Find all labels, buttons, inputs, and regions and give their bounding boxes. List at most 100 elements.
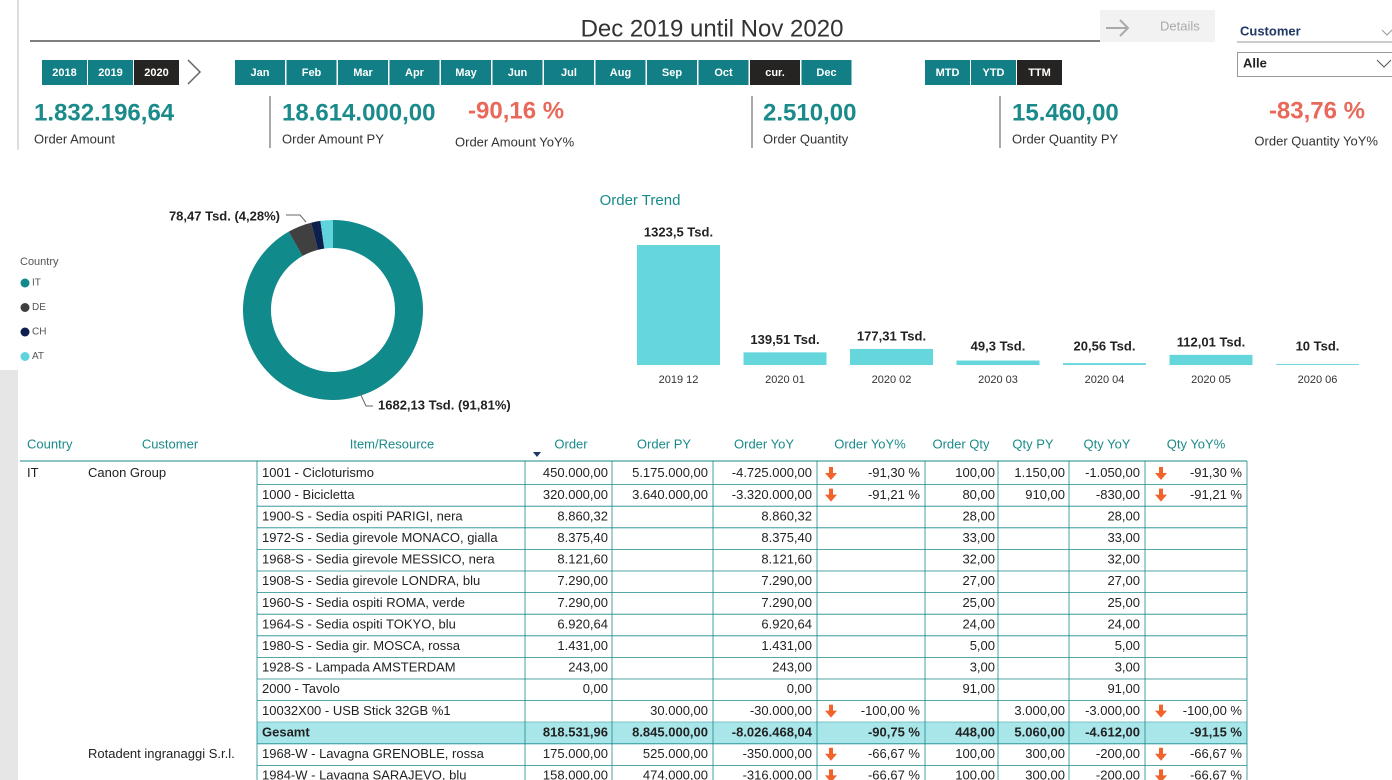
table-cell: -4.612,00 (1085, 724, 1140, 739)
table-cell: 32,00 (962, 552, 995, 567)
slicer-button[interactable] (971, 60, 1016, 85)
slicer-label: Mar (353, 67, 373, 79)
year-next[interactable] (187, 59, 202, 85)
table-cell: 24,00 (1107, 616, 1140, 631)
slicer-label: TTM (1028, 67, 1051, 79)
table-cell: 0,00 (583, 681, 608, 696)
column-header: Qty YoY% (1167, 436, 1226, 451)
table-cell: -66,67 % (1190, 768, 1242, 780)
table-cell: 10032X00 - USB Stick 32GB %1 (262, 703, 451, 718)
slicer-button[interactable] (42, 60, 87, 85)
table-cell: 300,00 (1025, 768, 1065, 780)
table-cell: 30.000,00 (650, 703, 708, 718)
slicer-button[interactable] (1017, 60, 1062, 85)
leader-line (359, 392, 373, 407)
table-cell: 1000 - Bicicletta (262, 487, 355, 502)
kpi-label: Order Amount PY (282, 131, 384, 146)
table-cell: 28,00 (1107, 508, 1140, 523)
column-header: Qty PY (1012, 436, 1054, 451)
bar (956, 360, 1040, 365)
kpi-value: 1.832.196,64 (34, 99, 175, 126)
slicer-button[interactable] (925, 60, 970, 85)
table-cell: 7.290,00 (761, 595, 812, 610)
arrow-icon (1106, 19, 1130, 37)
slicer-button[interactable] (595, 60, 646, 85)
x-tick-label: 2020 04 (1085, 374, 1125, 386)
bar (850, 348, 933, 365)
slicer-button[interactable] (750, 60, 800, 85)
table-cell: -66,67 % (1190, 746, 1242, 761)
legend-title: Country (20, 256, 59, 268)
table-cell: 1001 - Cicloturismo (262, 465, 374, 480)
table-cell: 5,00 (970, 638, 995, 653)
table-cell: 100,00 (955, 465, 995, 480)
slicer-button[interactable] (235, 60, 285, 85)
kpi-label: Order Amount (34, 131, 115, 146)
bar (743, 352, 827, 365)
table-cell: 8.860,32 (557, 508, 608, 523)
chart-title: Order Trend (600, 192, 681, 209)
x-tick-label: 2020 06 (1298, 374, 1338, 386)
filter-dropdown[interactable] (1237, 52, 1392, 77)
down-arrow-icon (1155, 769, 1167, 780)
sort-indicator (533, 452, 541, 457)
table-cell: 320.000,00 (543, 487, 608, 502)
slicer-button[interactable] (338, 60, 388, 85)
legend-label: DE (32, 302, 46, 313)
slicer-button[interactable] (647, 60, 697, 85)
column-header: Qty YoY (1084, 436, 1131, 451)
table-cell: 450.000,00 (543, 465, 608, 480)
table-cell: 8.845.000,00 (632, 724, 708, 739)
table-cell: 3.640.000,00 (632, 487, 708, 502)
table-cell: 158.000,00 (543, 768, 608, 780)
table-cell: 243,00 (772, 660, 812, 675)
table-cell: 3,00 (970, 660, 995, 675)
table-cell: 1.431,00 (557, 638, 608, 653)
table-cell: 1984-W - Lavagna SARAJEVO, blu (262, 768, 467, 780)
slicer-button[interactable] (389, 60, 440, 85)
details-button[interactable] (1100, 10, 1215, 42)
table-cell: 27,00 (1107, 573, 1140, 588)
table-cell: 32,00 (1107, 552, 1140, 567)
slicer-button[interactable] (544, 60, 594, 85)
kpi-label: Order Amount YoY% (455, 134, 575, 149)
table-cell: 818.531,96 (543, 724, 608, 739)
kpi-value: 2.510,00 (763, 99, 856, 126)
slicer-label: 2018 (52, 67, 76, 79)
total-row-bg (257, 722, 1247, 744)
slicer-button[interactable] (801, 60, 852, 85)
table-cell: -91,30 % (1190, 465, 1242, 480)
slicer-button[interactable] (492, 60, 543, 85)
x-tick-label: 2019 12 (659, 374, 699, 386)
table-cell: 5,00 (1115, 638, 1140, 653)
table-cell: 91,00 (962, 681, 995, 696)
column-header: Order YoY% (834, 436, 906, 451)
data-label: 78,47 Tsd. (4,28%) (169, 208, 280, 223)
kpi-label: Order Quantity (763, 131, 849, 146)
slicer-label: YTD (983, 67, 1005, 79)
slicer-label: cur. (765, 67, 785, 79)
slicer-button[interactable] (698, 60, 749, 85)
table-cell: 1960-S - Sedia ospiti ROMA, verde (262, 595, 465, 610)
donut-slice (243, 220, 424, 401)
slicer-button[interactable] (88, 60, 133, 85)
slicer-button[interactable] (441, 60, 491, 85)
slicer-label: 2019 (98, 67, 122, 79)
table-cell: -100,00 % (861, 703, 921, 718)
table-cell: 2000 - Tavolo (262, 681, 340, 696)
table-cell: 0,00 (787, 681, 812, 696)
data-label: 139,51 Tsd. (750, 332, 819, 347)
table-cell: 1.150,00 (1014, 465, 1065, 480)
table-cell: 3.000,00 (1014, 703, 1065, 718)
table-cell: -3.000,00 (1085, 703, 1140, 718)
slicer-button[interactable] (286, 60, 337, 85)
table-cell: -350.000,00 (743, 746, 812, 761)
data-label: 112,01 Tsd. (1177, 334, 1245, 349)
table-cell: 7.290,00 (557, 595, 608, 610)
kpi-value: -90,16 % (468, 97, 564, 124)
slicer-button[interactable] (134, 60, 179, 85)
table-cell: 91,00 (1107, 681, 1140, 696)
slicer-label: Dec (816, 67, 836, 79)
